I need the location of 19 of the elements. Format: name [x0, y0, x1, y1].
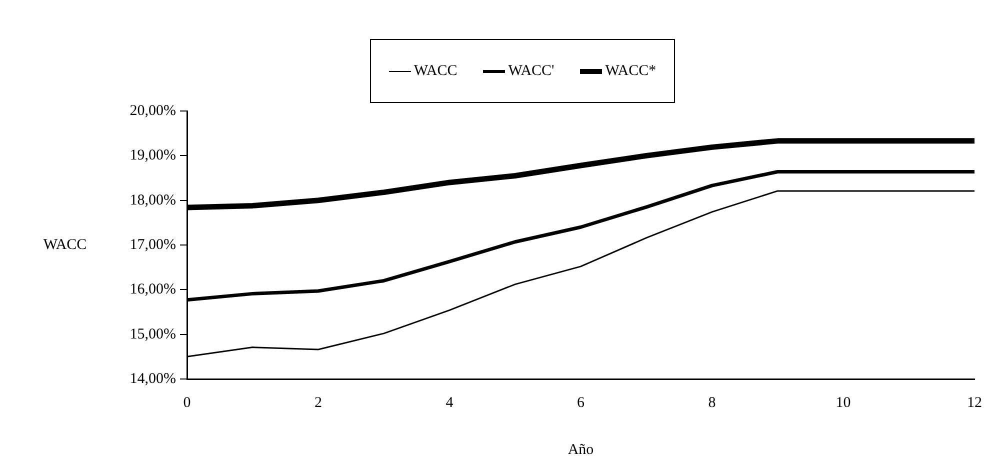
- legend-label: WACC: [414, 62, 458, 80]
- y-axis-title: WACC: [43, 236, 87, 253]
- x-axis-title: Año: [568, 442, 594, 458]
- y-tick-label: 15,00%: [130, 326, 176, 342]
- x-tick-label: 12: [967, 394, 982, 411]
- legend-label: WACC': [508, 62, 554, 80]
- y-tick-label: 17,00%: [130, 236, 176, 253]
- x-tick-label: 4: [446, 394, 454, 411]
- legend-label: WACC*: [605, 62, 656, 80]
- x-tick-label: 2: [314, 394, 322, 411]
- x-tick-label: 8: [708, 394, 716, 411]
- y-tick-label: 16,00%: [130, 282, 176, 298]
- y-tick-label: 18,00%: [130, 192, 176, 208]
- x-tick-label: 10: [836, 394, 851, 411]
- x-tick-label: 0: [183, 394, 191, 411]
- y-tick-label: 14,00%: [130, 370, 176, 387]
- y-tick-label: 20,00%: [130, 102, 176, 119]
- x-tick-label: 6: [577, 394, 585, 411]
- y-tick-label: 19,00%: [130, 148, 176, 164]
